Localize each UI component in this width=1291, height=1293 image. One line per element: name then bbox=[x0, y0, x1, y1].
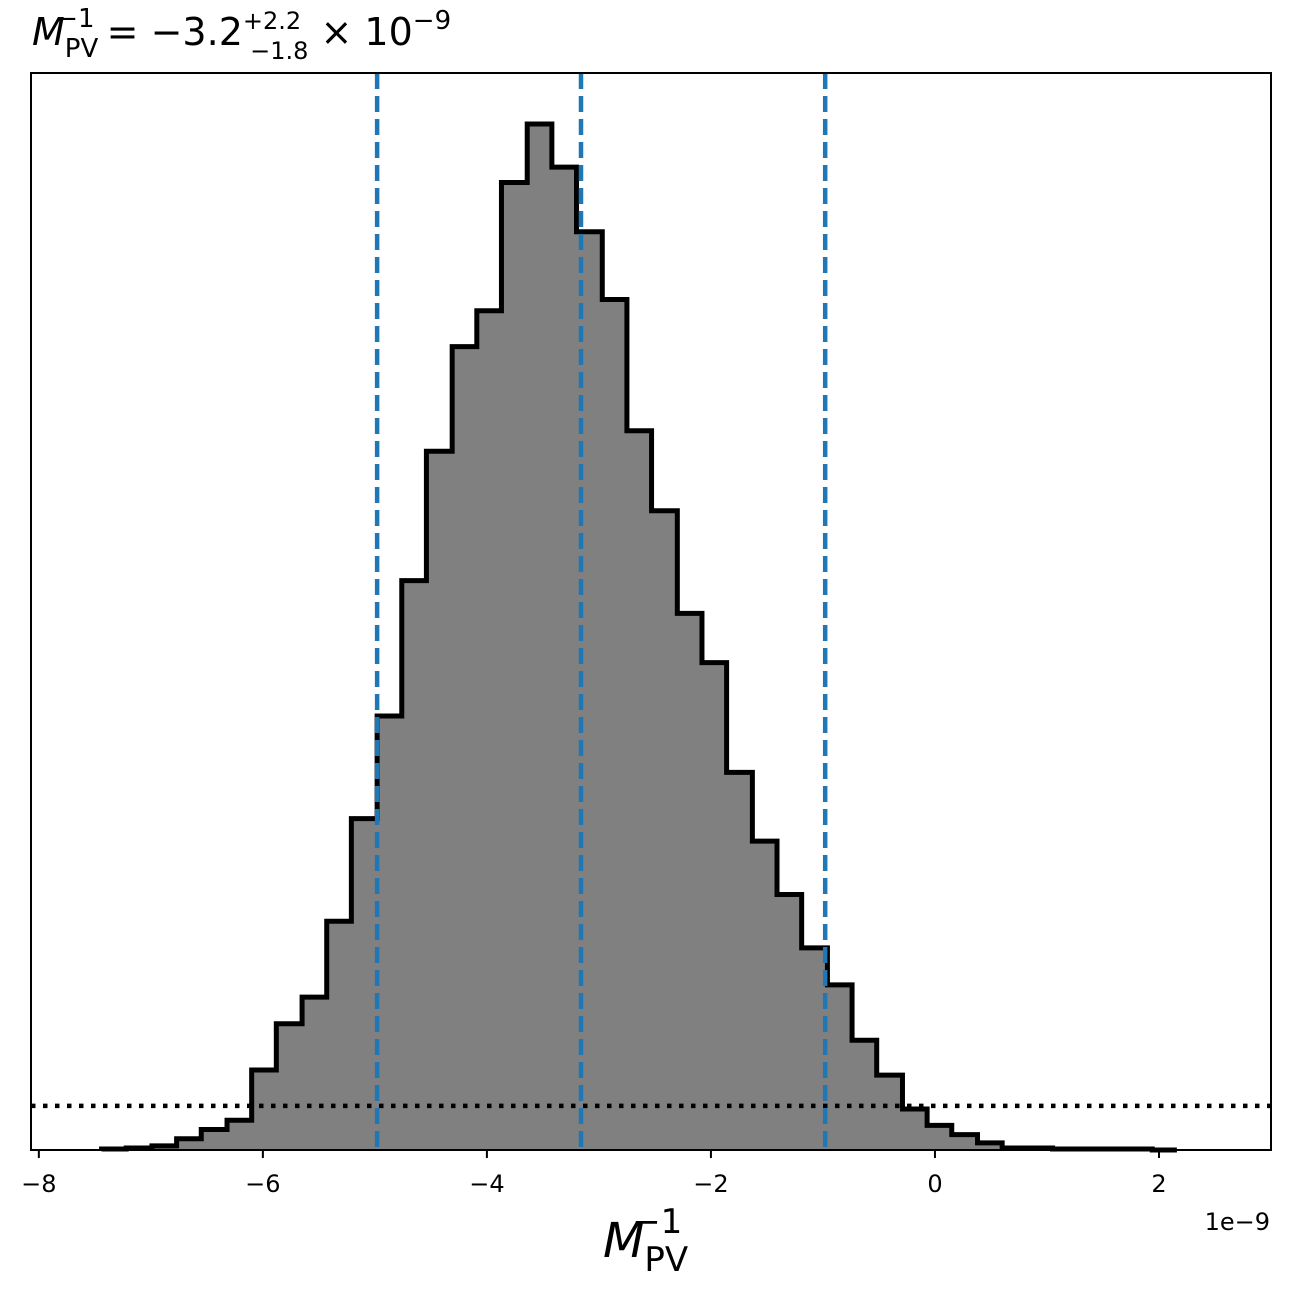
plot-area bbox=[30, 72, 1272, 1153]
histogram-bar bbox=[377, 716, 403, 1150]
histogram-bar bbox=[276, 1023, 303, 1150]
histogram-bar bbox=[201, 1129, 228, 1150]
histogram-bar bbox=[501, 182, 528, 1150]
histogram-bar bbox=[777, 894, 803, 1150]
title-error-plus: +2.2 bbox=[243, 7, 301, 35]
x-tick-label: 2 bbox=[1151, 1170, 1166, 1198]
histogram-bar bbox=[752, 841, 778, 1150]
histogram-bar bbox=[452, 346, 478, 1151]
histogram-bar bbox=[326, 921, 352, 1150]
histogram-bar bbox=[227, 1120, 253, 1150]
histogram-bar bbox=[576, 231, 603, 1151]
x-tick-label: −6 bbox=[245, 1170, 280, 1198]
histogram-bar bbox=[852, 1040, 878, 1150]
x-tick-label: −4 bbox=[469, 1170, 504, 1198]
histogram-bar bbox=[527, 124, 553, 1150]
histogram-bar bbox=[977, 1142, 1003, 1150]
histogram-bar bbox=[626, 430, 652, 1150]
title-error-minus: −1.8 bbox=[250, 37, 308, 65]
histogram-bar bbox=[827, 984, 853, 1150]
axis-offset-text: 1e−9 bbox=[1205, 1208, 1270, 1236]
title-symbol: M bbox=[32, 10, 65, 54]
title-subscript: PV bbox=[65, 34, 99, 64]
histogram-bar bbox=[677, 613, 703, 1150]
histogram-bar bbox=[951, 1134, 978, 1150]
plot-frame bbox=[30, 72, 1272, 1151]
histogram-outline bbox=[99, 121, 1177, 1153]
title-times: × 10 bbox=[308, 10, 412, 54]
xlabel-superscript: −1 bbox=[632, 1202, 682, 1242]
x-tick-label: −2 bbox=[693, 1170, 728, 1198]
histogram-bar bbox=[927, 1125, 953, 1150]
histogram-bar bbox=[701, 662, 728, 1150]
histogram-bar bbox=[726, 772, 753, 1150]
chart-title: MPV−1 = −3.2+2.2 −1.8 × 10−9 bbox=[32, 4, 451, 65]
title-equation: = −3.2 bbox=[95, 10, 243, 54]
histogram-bar bbox=[351, 818, 378, 1150]
x-tick-label: −8 bbox=[21, 1170, 56, 1198]
histogram-bar bbox=[876, 1075, 903, 1150]
histogram-bar bbox=[551, 167, 577, 1151]
xlabel-subscript: PV bbox=[644, 1240, 688, 1280]
title-superscript: −1 bbox=[56, 4, 94, 34]
histogram-bar bbox=[426, 451, 453, 1150]
x-axis: −8 −6 −4 −2 0 2 bbox=[21, 1150, 1167, 1198]
histogram-bar bbox=[651, 510, 678, 1150]
x-tick-label: 0 bbox=[927, 1170, 942, 1198]
histogram-bar bbox=[176, 1138, 202, 1150]
histogram-bar bbox=[602, 299, 628, 1150]
xlabel-symbol: M bbox=[603, 1213, 644, 1269]
x-axis-label: MPV−1 bbox=[603, 1202, 688, 1280]
histogram-bar bbox=[401, 580, 427, 1150]
title-exponent: −9 bbox=[413, 6, 451, 36]
histogram-bar bbox=[476, 310, 502, 1150]
histogram-bar bbox=[902, 1108, 928, 1150]
histogram-bar bbox=[251, 1069, 277, 1150]
histogram-bar bbox=[302, 997, 328, 1150]
